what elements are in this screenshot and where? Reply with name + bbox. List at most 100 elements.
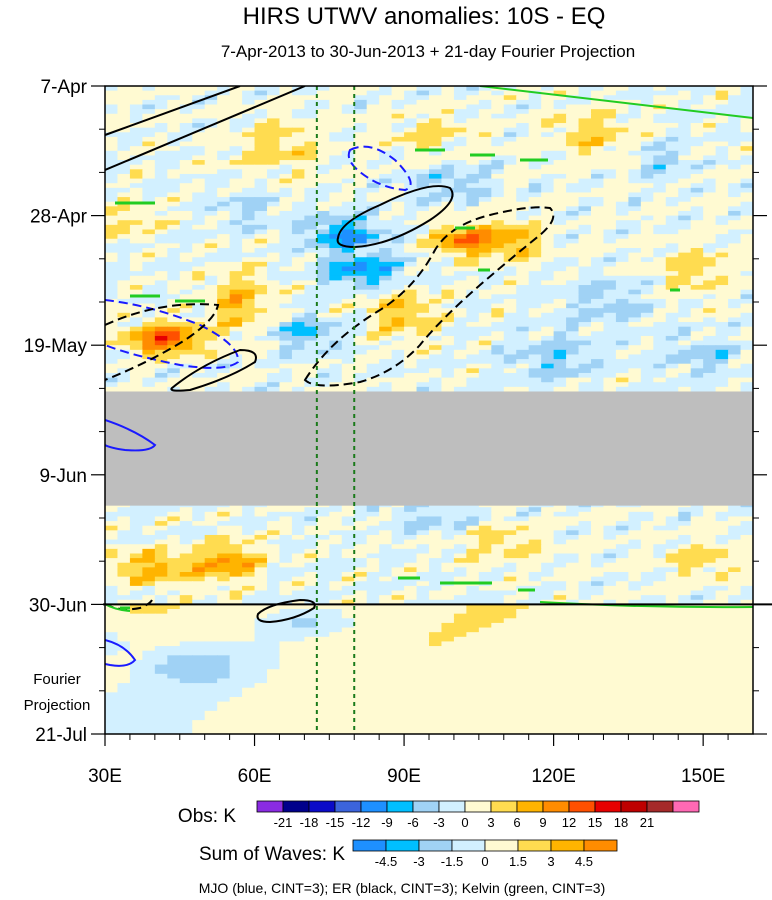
- field-cell: [329, 183, 343, 189]
- field-cell: [478, 345, 492, 351]
- field-cell: [690, 173, 704, 180]
- field-cell: [578, 192, 592, 198]
- field-cell: [154, 136, 168, 143]
- field-cell: [453, 127, 467, 133]
- field-cell: [478, 382, 492, 388]
- field-cell: [603, 525, 617, 531]
- field-cell: [541, 382, 555, 388]
- field-cell: [678, 150, 692, 157]
- field-cell: [615, 382, 629, 388]
- field-cell: [678, 215, 692, 221]
- field-cell: [640, 86, 654, 92]
- field-cell: [503, 340, 517, 346]
- field-cell: [105, 368, 119, 374]
- field-cell: [466, 141, 480, 147]
- field-cell: [628, 127, 642, 133]
- field-cell: [665, 326, 679, 332]
- field-cell: [640, 377, 654, 383]
- field-cell: [204, 206, 218, 212]
- field-cell: [566, 303, 580, 309]
- field-cell: [603, 99, 617, 106]
- field-cell: [354, 516, 368, 522]
- field-cell: [391, 275, 405, 281]
- field-cell: [528, 377, 542, 383]
- field-cell: [478, 95, 492, 101]
- field-cell: [715, 266, 729, 272]
- field-cell: [665, 113, 679, 119]
- field-cell: [117, 150, 131, 157]
- field-cell: [653, 155, 667, 161]
- field-cell: [291, 160, 305, 166]
- field-cell: [279, 206, 293, 212]
- field-cell: [267, 294, 281, 300]
- field-cell: [516, 86, 530, 92]
- field-cell: [279, 303, 293, 309]
- field-cell: [229, 368, 243, 374]
- field-cell: [279, 372, 293, 379]
- field-cell: [678, 372, 692, 379]
- field-cell: [690, 146, 704, 152]
- field-cell: [379, 146, 393, 152]
- field-cell: [603, 127, 617, 133]
- field-cell: [304, 294, 318, 300]
- field-cell: [453, 335, 467, 342]
- field-cell: [179, 164, 193, 170]
- field-cell: [441, 335, 455, 342]
- field-cell: [229, 136, 243, 143]
- field-cell: [105, 224, 119, 231]
- field-cell: [591, 248, 605, 254]
- field-cell: [304, 252, 318, 258]
- field-cell: [615, 90, 629, 96]
- field-cell: [354, 331, 368, 337]
- field-cell: [304, 280, 318, 286]
- field-cell: [528, 169, 542, 175]
- field-cell: [117, 317, 131, 323]
- field-cell: [491, 271, 505, 277]
- field-cell: [192, 248, 206, 254]
- field-cell: [154, 192, 168, 198]
- field-cell: [254, 511, 268, 518]
- field-cell: [192, 169, 206, 175]
- field-cell: [566, 234, 580, 240]
- field-cell: [316, 123, 330, 129]
- field-cell: [541, 252, 555, 258]
- field-cell: [566, 516, 580, 522]
- field-cell: [366, 141, 380, 147]
- field-cell: [566, 312, 580, 319]
- field-cell: [316, 183, 330, 189]
- field-cell: [204, 192, 218, 198]
- field-cell: [341, 252, 355, 258]
- field-cell: [703, 322, 717, 328]
- field-cell: [254, 248, 268, 254]
- field-cell: [690, 322, 704, 328]
- field-cell: [229, 243, 243, 249]
- field-cell: [503, 349, 517, 356]
- field-cell: [491, 215, 505, 221]
- field-cell: [404, 345, 418, 351]
- field-cell: [740, 238, 753, 244]
- field-cell: [192, 285, 206, 291]
- field-cell: [179, 238, 193, 244]
- field-cell: [628, 521, 642, 527]
- field-cell: [566, 104, 580, 110]
- field-cell: [391, 312, 405, 319]
- field-cell: [466, 349, 480, 356]
- field-cell: [129, 197, 143, 203]
- field-cell: [678, 345, 692, 351]
- field-cell: [640, 99, 654, 106]
- field-cell: [179, 118, 193, 124]
- field-cell: [204, 266, 218, 272]
- field-cell: [167, 206, 181, 212]
- field-cell: [566, 146, 580, 152]
- field-cell: [591, 345, 605, 351]
- field-cell: [291, 210, 305, 217]
- field-cell: [653, 349, 667, 356]
- field-cell: [229, 127, 243, 133]
- field-cell: [129, 507, 143, 513]
- field-cell: [404, 90, 418, 96]
- field-cell: [179, 521, 193, 527]
- field-cell: [279, 164, 293, 170]
- field-cell: [354, 215, 368, 221]
- field-cell: [615, 303, 629, 309]
- field-cell: [304, 224, 318, 231]
